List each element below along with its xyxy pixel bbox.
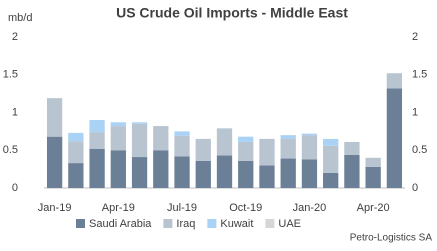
bar-segment (301, 135, 318, 160)
bar-segment (259, 165, 275, 188)
bar-segment (89, 120, 105, 133)
bar-segment (195, 160, 211, 188)
bar-segment (323, 172, 339, 188)
y-tick-label: 0.5 (3, 144, 18, 156)
bar-segment (280, 135, 296, 139)
bar-segment (131, 157, 148, 188)
bar-segment (110, 126, 126, 151)
bar-segment (131, 123, 148, 158)
legend-swatch (163, 219, 173, 228)
bar-segment (174, 131, 190, 136)
bar-segment (110, 150, 126, 188)
bar-segment (323, 145, 339, 173)
bar-segment (238, 160, 254, 188)
bar-segment (280, 138, 296, 159)
bar-segment (344, 141, 360, 155)
legend-label: Saudi Arabia (89, 218, 152, 230)
bar-segment (174, 156, 190, 188)
y2-tick-label: 1 (412, 106, 418, 118)
y-tick-label: 2 (12, 31, 18, 43)
x-tick-label: Jan-19 (38, 202, 72, 214)
y-tick-label: 0 (12, 182, 18, 194)
bar-segment (153, 126, 169, 151)
y-tick-label: 1 (12, 106, 18, 118)
bar-segment (301, 159, 318, 188)
y2-tick-label: 0.5 (412, 144, 427, 156)
bar-segment (131, 122, 148, 124)
x-tick-label: Jul-19 (167, 202, 197, 214)
y2-tick-label: 1.5 (412, 69, 427, 81)
bar-segment (89, 132, 105, 149)
bar-segment (153, 150, 169, 188)
y-axis-label: mb/d (8, 12, 32, 24)
x-tick-label: Apr-19 (102, 202, 135, 214)
bar-segment (68, 141, 84, 164)
bar-segment (386, 73, 403, 89)
legend-label: Iraq (176, 218, 195, 230)
bar-segment (216, 128, 233, 156)
x-tick-label: Jan-20 (293, 202, 327, 214)
legend-swatch (76, 219, 85, 228)
bar-segment (386, 88, 403, 188)
y2-tick-label: 0 (412, 182, 418, 194)
bar-segment (301, 133, 318, 136)
bar-segment (46, 136, 63, 188)
legend-label: Kuwait (220, 218, 253, 230)
x-tick-label: Oct-19 (229, 202, 262, 214)
bar-segment (68, 132, 84, 142)
chart-title: US Crude Oil Imports - Middle East (116, 5, 348, 21)
legend-swatch (265, 219, 275, 228)
x-tick-label: Apr-20 (357, 202, 390, 214)
bar-segment (216, 155, 233, 188)
bar-segment (46, 98, 63, 137)
bar-segment (110, 122, 126, 127)
bar-segment (365, 166, 381, 188)
y2-tick-label: 2 (412, 31, 418, 43)
bar-segment (344, 154, 360, 188)
bar-segment (280, 158, 296, 188)
bar-segment (89, 148, 105, 188)
bar-segment (238, 141, 254, 161)
bar-segment (174, 135, 190, 157)
source: Petro-Logistics SA (350, 233, 433, 244)
legend-swatch (207, 219, 217, 228)
bar-segment (68, 163, 84, 188)
bar-segment (259, 138, 275, 166)
legend-label: UAE (278, 218, 301, 230)
bar-segment (365, 157, 381, 167)
bar-segment (195, 138, 211, 161)
bar-segment (323, 138, 339, 146)
bar-segment (238, 136, 254, 142)
y-tick-label: 1.5 (3, 69, 18, 81)
